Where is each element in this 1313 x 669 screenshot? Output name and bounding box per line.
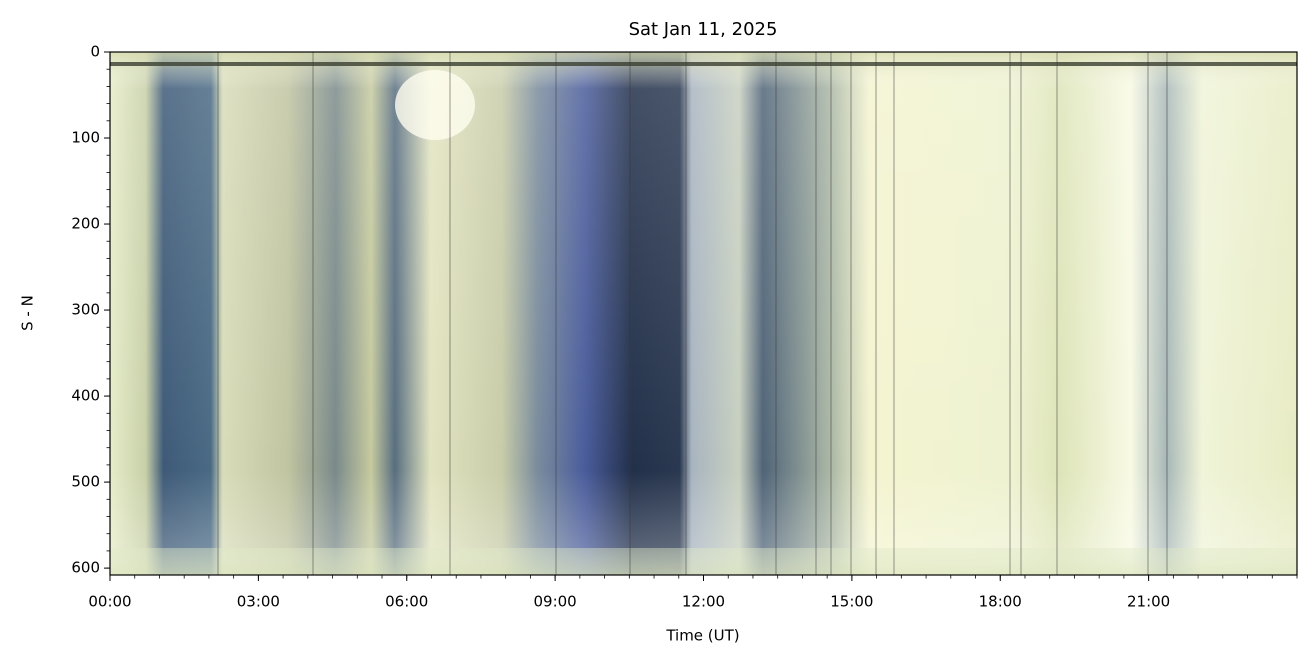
x-tick-label: 00:00 [88, 593, 131, 611]
y-tick-label: 300 [71, 301, 100, 319]
x-tick-label: 15:00 [830, 593, 873, 611]
x-tick-label: 09:00 [534, 593, 577, 611]
x-axis-label: Time (UT) [665, 627, 739, 645]
y-tick-label: 100 [71, 129, 100, 147]
chart-title: Sat Jan 11, 2025 [629, 19, 778, 40]
x-tick-label: 03:00 [237, 593, 280, 611]
x-tick-label: 18:00 [979, 593, 1022, 611]
x-tick-label: 12:00 [682, 593, 725, 611]
x-tick-label: 21:00 [1127, 593, 1170, 611]
y-axis-label: S - N [19, 295, 37, 331]
y-tick-label: 400 [71, 387, 100, 405]
keogram-image [110, 52, 1297, 575]
y-tick-label: 600 [71, 559, 100, 577]
y-tick-label: 200 [71, 215, 100, 233]
y-tick-label: 0 [90, 43, 100, 61]
x-tick-label: 06:00 [385, 593, 428, 611]
y-tick-label: 500 [71, 473, 100, 491]
